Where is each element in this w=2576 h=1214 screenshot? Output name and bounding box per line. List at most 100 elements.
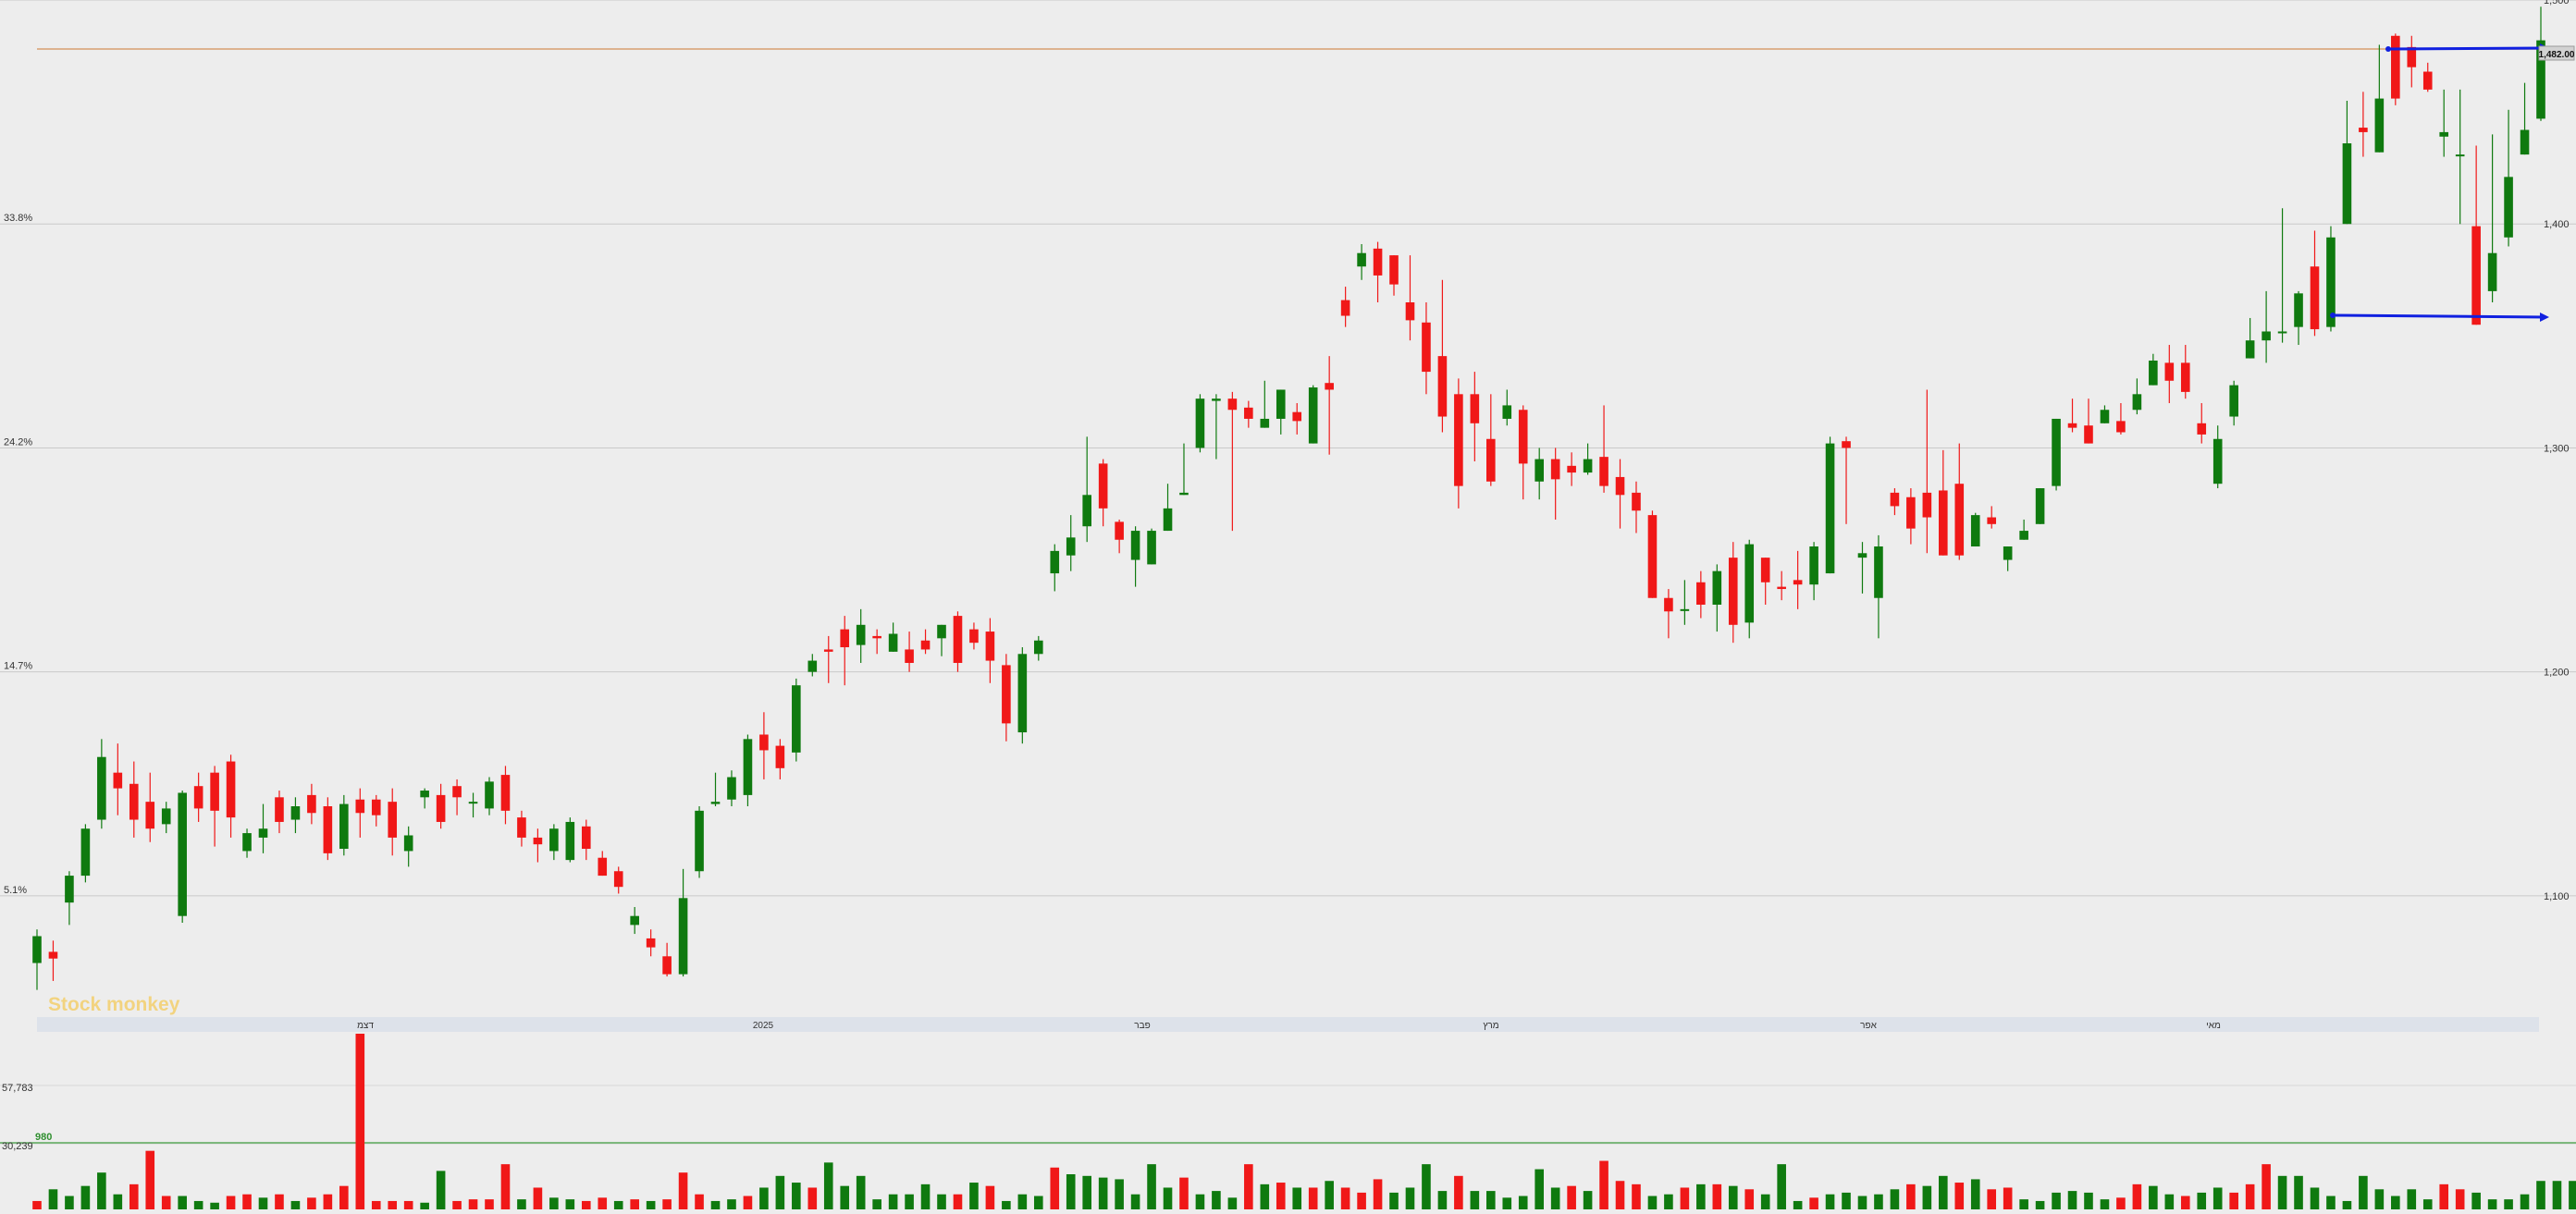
volume-bar[interactable] — [1017, 1194, 1028, 1209]
candle[interactable] — [1842, 436, 1851, 524]
volume-bar[interactable] — [2520, 1194, 2530, 1209]
volume-bar[interactable] — [1212, 1191, 1221, 1209]
volume-bar[interactable] — [1227, 1197, 1238, 1209]
volume-bar[interactable] — [1696, 1183, 1706, 1209]
volume-bar[interactable] — [1195, 1194, 1205, 1209]
candle[interactable] — [1777, 570, 1786, 601]
volume-bar[interactable] — [2164, 1194, 2175, 1209]
volume-bar[interactable] — [2391, 1196, 2400, 1209]
candle[interactable] — [2407, 35, 2417, 88]
volume-bar[interactable] — [145, 1150, 155, 1209]
candle[interactable] — [2520, 82, 2530, 155]
candle[interactable] — [1389, 255, 1399, 296]
volume-bar[interactable] — [2455, 1189, 2465, 1209]
volume-bar[interactable] — [32, 1200, 42, 1209]
volume-bar[interactable] — [403, 1200, 413, 1209]
candle[interactable] — [1098, 459, 1108, 527]
volume-bar[interactable] — [323, 1194, 333, 1209]
volume-bar[interactable] — [2422, 1199, 2433, 1209]
volume-bar[interactable] — [371, 1200, 381, 1209]
volume-bar[interactable] — [1098, 1177, 1108, 1209]
volume-bar[interactable] — [1680, 1187, 1690, 1209]
volume-bar[interactable] — [953, 1194, 963, 1209]
candle[interactable] — [1664, 589, 1673, 639]
volume-bar[interactable] — [1437, 1191, 1448, 1209]
candle[interactable] — [710, 772, 721, 806]
volume-bar[interactable] — [242, 1194, 252, 1209]
volume-bar[interactable] — [533, 1187, 543, 1209]
candle[interactable] — [2164, 345, 2175, 403]
candle[interactable] — [242, 828, 252, 858]
volume-bar[interactable] — [1647, 1196, 1658, 1209]
volume-bar[interactable] — [2294, 1175, 2303, 1209]
volume-bar[interactable] — [710, 1200, 721, 1209]
candle[interactable] — [759, 712, 769, 779]
candle[interactable] — [388, 788, 398, 856]
candle[interactable] — [1422, 302, 1431, 395]
candle[interactable] — [2310, 230, 2320, 337]
candle[interactable] — [355, 788, 365, 838]
volume-bar[interactable] — [905, 1194, 914, 1209]
candle[interactable] — [1195, 394, 1205, 453]
volume-bar[interactable] — [1760, 1194, 1770, 1209]
candle[interactable] — [646, 929, 656, 957]
candle[interactable] — [2359, 92, 2368, 157]
volume-bar[interactable] — [1033, 1196, 1043, 1209]
volume-bar[interactable] — [792, 1183, 801, 1209]
volume-bar[interactable] — [565, 1199, 575, 1209]
volume-bar[interactable] — [48, 1189, 58, 1209]
candle[interactable] — [1502, 389, 1512, 426]
volume-bar[interactable] — [355, 1034, 365, 1209]
volume-bar[interactable] — [2052, 1192, 2061, 1209]
volume-bar[interactable] — [2003, 1187, 2013, 1209]
candle[interactable] — [2277, 208, 2287, 343]
candle[interactable] — [129, 761, 139, 838]
candle[interactable] — [549, 824, 559, 861]
candle[interactable] — [1987, 506, 1997, 529]
volume-bar[interactable] — [1793, 1200, 1803, 1209]
candle[interactable] — [2245, 317, 2255, 359]
volume-series[interactable] — [32, 1034, 2576, 1209]
volume-bar[interactable] — [1389, 1192, 1399, 1209]
volume-bar[interactable] — [1615, 1181, 1625, 1209]
candle[interactable] — [598, 851, 608, 877]
volume-bar[interactable] — [549, 1197, 559, 1209]
candle[interactable] — [1696, 570, 1706, 619]
volume-bar[interactable] — [2552, 1181, 2562, 1209]
volume-bar[interactable] — [1550, 1187, 1560, 1209]
volume-bar[interactable] — [452, 1200, 462, 1209]
volume-bar[interactable] — [1179, 1177, 1189, 1209]
volume-bar[interactable] — [840, 1185, 850, 1209]
volume-bar[interactable] — [2374, 1189, 2385, 1209]
volume-bar[interactable] — [339, 1185, 349, 1209]
candle[interactable] — [775, 739, 785, 779]
volume-bar[interactable] — [1115, 1179, 1124, 1209]
candle[interactable] — [1970, 512, 1980, 547]
candle[interactable] — [2180, 345, 2190, 399]
volume-bar[interactable] — [290, 1200, 301, 1209]
volume-bar[interactable] — [1809, 1197, 1818, 1209]
volume-bar[interactable] — [1050, 1167, 1060, 1209]
volume-bar[interactable] — [2245, 1183, 2255, 1209]
candle[interactable] — [1276, 389, 1286, 435]
candle[interactable] — [1922, 389, 1932, 554]
candle[interactable] — [1825, 436, 1835, 574]
volume-bar[interactable] — [388, 1200, 398, 1209]
candle[interactable] — [452, 779, 462, 815]
volume-bar[interactable] — [581, 1200, 591, 1209]
volume-bar[interactable] — [985, 1185, 995, 1209]
candle[interactable] — [985, 618, 995, 683]
volume-bar[interactable] — [630, 1199, 639, 1209]
candle[interactable] — [1793, 550, 1803, 609]
candle[interactable] — [2035, 488, 2045, 524]
volume-bar[interactable] — [678, 1172, 688, 1209]
volume-bar[interactable] — [2471, 1192, 2481, 1209]
candle[interactable] — [533, 828, 543, 863]
volume-bar[interactable] — [307, 1197, 316, 1209]
candle[interactable] — [1115, 519, 1124, 554]
candle[interactable] — [1470, 372, 1480, 461]
candle[interactable] — [468, 792, 478, 818]
candle[interactable] — [1340, 287, 1350, 327]
